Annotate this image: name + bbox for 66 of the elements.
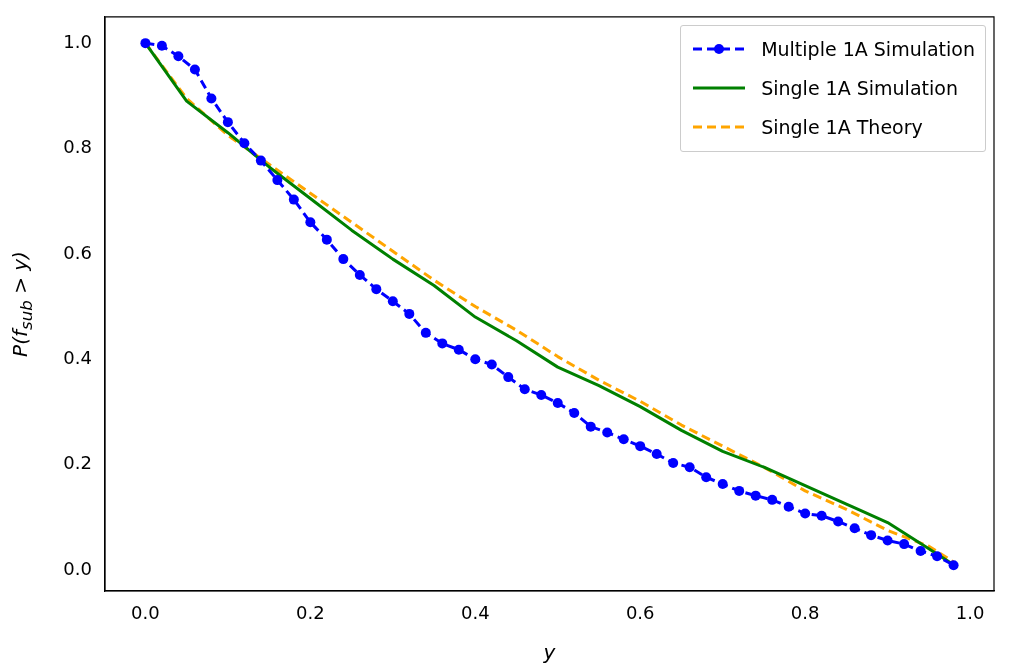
point	[321, 234, 332, 245]
point	[668, 457, 679, 468]
point	[486, 359, 497, 370]
point	[404, 308, 415, 319]
point	[734, 485, 745, 496]
x-tick-label: 0.8	[790, 602, 820, 624]
x-tick-label: 0.0	[131, 602, 160, 624]
legend-label: Single 1A Simulation	[761, 77, 958, 100]
point	[503, 372, 514, 383]
y-tick-label: 0.6	[63, 241, 92, 263]
point	[915, 545, 926, 556]
point	[684, 462, 695, 473]
x-tick-label: 1.0	[955, 602, 985, 624]
point	[800, 508, 811, 519]
point	[882, 535, 893, 546]
point	[833, 516, 844, 527]
x-tick-label: 0.4	[460, 602, 490, 624]
point	[156, 40, 167, 51]
y-tick-label: 1.0	[63, 30, 92, 52]
point	[701, 472, 712, 483]
y-tick-label: 0.2	[63, 452, 92, 474]
point	[569, 407, 580, 418]
point	[305, 217, 316, 228]
point	[519, 384, 530, 395]
y-tick-label: 0.4	[63, 346, 92, 368]
point	[602, 427, 613, 438]
point	[140, 38, 151, 49]
point	[338, 254, 349, 265]
point	[750, 490, 761, 501]
point	[288, 194, 299, 205]
point	[932, 551, 943, 562]
point	[717, 479, 728, 490]
point	[470, 354, 481, 365]
legend-label: Single 1A Theory	[761, 116, 923, 139]
x-tick-label: 0.6	[625, 602, 655, 624]
point	[189, 64, 200, 75]
point	[453, 344, 464, 355]
point	[354, 269, 365, 280]
point	[767, 494, 778, 505]
point	[255, 155, 266, 166]
point	[387, 296, 398, 307]
x-tick-label: 0.2	[296, 602, 325, 624]
y-tick-label: 0.8	[63, 136, 92, 158]
point	[536, 390, 547, 401]
point	[618, 434, 629, 445]
point	[206, 93, 217, 104]
point	[420, 327, 431, 338]
point	[437, 338, 448, 349]
point	[849, 523, 860, 534]
point	[899, 539, 910, 550]
point	[173, 51, 184, 62]
point	[585, 421, 596, 432]
legend-label: Multiple 1A Simulation	[761, 38, 975, 61]
point	[866, 530, 877, 541]
point	[635, 441, 646, 452]
point	[222, 117, 233, 128]
point	[948, 560, 959, 571]
x-axis-title: y	[543, 640, 556, 664]
point	[239, 138, 250, 149]
point	[272, 175, 283, 186]
point	[651, 449, 662, 460]
point	[783, 501, 794, 512]
y-tick-label: 0.0	[63, 557, 92, 579]
point	[371, 284, 382, 295]
point	[552, 397, 563, 408]
point	[816, 510, 827, 521]
